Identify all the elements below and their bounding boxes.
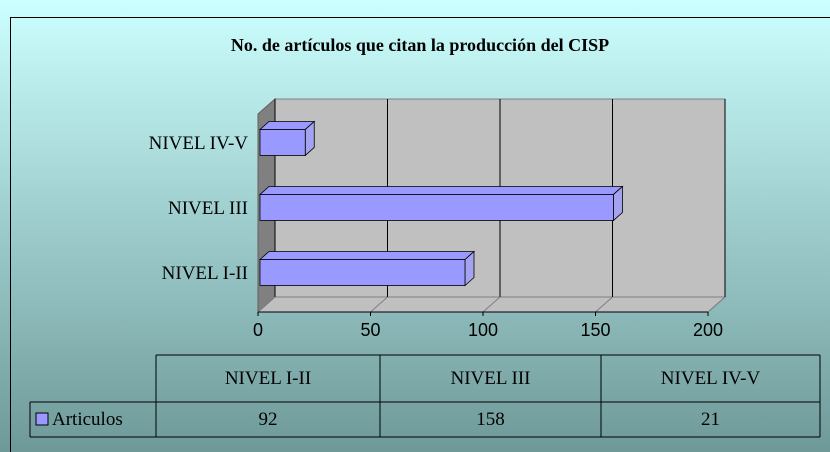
floor-grid-line	[595, 296, 613, 313]
bar	[259, 194, 614, 221]
y-tick-label: NIVEL I-II	[162, 263, 248, 284]
x-tick-label: 0	[253, 320, 263, 340]
x-tick-label: 50	[360, 320, 380, 340]
x-tick-label: 200	[693, 320, 723, 340]
data-table: NIVEL I-II 92 NIVEL III 158 NIVEL IV-V 21 Arti…	[29, 354, 821, 438]
legend-key	[35, 412, 49, 426]
floor-grid-line	[257, 296, 276, 313]
y-tick-label: NIVEL IV-V	[149, 133, 249, 154]
bar	[259, 259, 466, 286]
table-value: 21	[701, 409, 720, 430]
x-tick-label: 150	[580, 320, 610, 340]
y-tick-label: NIVEL III	[168, 198, 248, 219]
table-header: NIVEL IV-V	[661, 368, 761, 389]
x-tick-label: 100	[468, 320, 498, 340]
bar-top	[258, 251, 476, 260]
table-header: NIVEL I-II	[225, 368, 311, 389]
plot-area: 0 50 100 150 200 NIVEL I-II NIVEL III NIVEL IV-…	[149, 97, 727, 340]
bar	[259, 129, 306, 156]
table-header: NIVEL III	[450, 368, 530, 389]
table-value: 158	[476, 409, 505, 430]
floor-grid-line	[482, 296, 501, 313]
table-value: 92	[259, 409, 278, 430]
chart-title: No. de artículos que citan la producción…	[231, 35, 609, 55]
floor-grid-line	[707, 296, 726, 313]
legend-label: Articulos	[52, 409, 123, 430]
floor-grid-line	[370, 296, 388, 313]
bar-top	[258, 186, 624, 195]
chart-frame	[10, 17, 830, 452]
